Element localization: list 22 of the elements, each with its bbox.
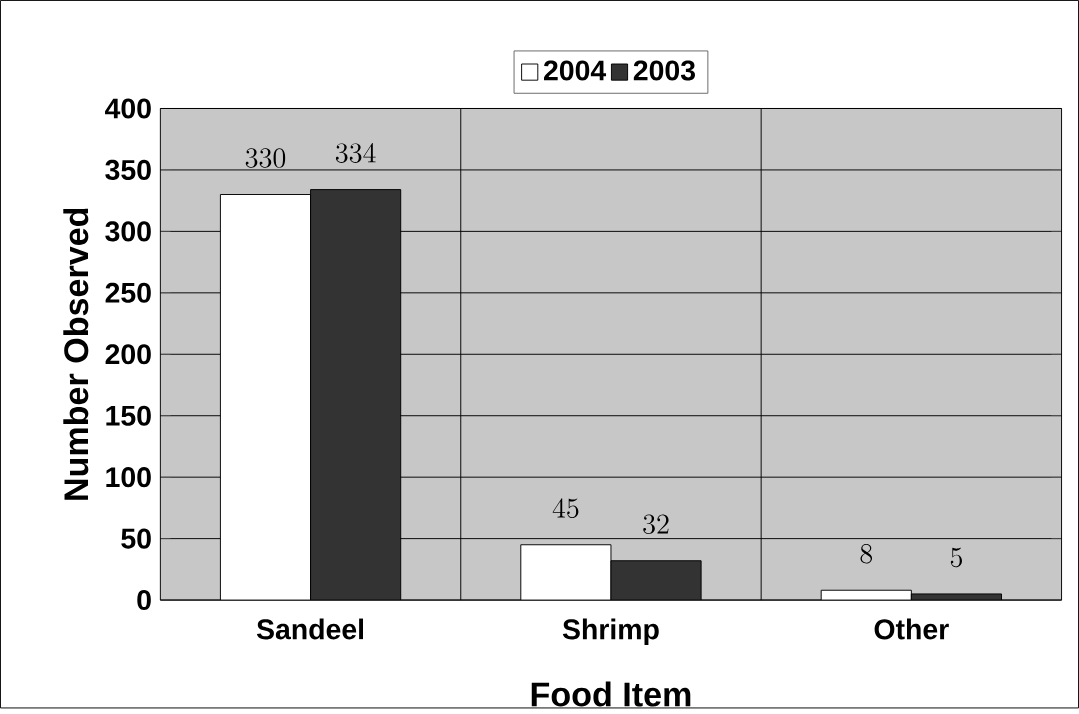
legend-label: 2003	[633, 60, 695, 81]
y-tick-label: 300	[105, 221, 151, 242]
x-tick-label: Other	[874, 618, 949, 640]
y-tick-label: 50	[121, 528, 151, 549]
y-axis-title: Number Observed	[63, 208, 89, 500]
y-tick-label: 150	[106, 405, 151, 426]
y-tick-label: 100	[106, 466, 151, 487]
data-label: 45	[552, 498, 579, 518]
x-tick-label: Shrimp	[562, 618, 659, 645]
y-tick-label: 350	[105, 159, 151, 180]
data-label: 32	[643, 514, 669, 534]
data-label: 330	[245, 148, 286, 168]
y-tick-label: 200	[105, 344, 151, 365]
x-axis-title: Food Item	[531, 681, 691, 707]
x-tick-label: Sandeel	[256, 618, 364, 640]
y-tick-label: 0	[137, 589, 151, 610]
legend-label: 2004	[544, 60, 607, 81]
data-label: 334	[335, 142, 376, 163]
y-tick-label: 400	[105, 98, 151, 119]
data-label: 8	[860, 543, 873, 564]
data-label: 5	[950, 547, 962, 567]
y-tick-label: 250	[105, 282, 151, 303]
